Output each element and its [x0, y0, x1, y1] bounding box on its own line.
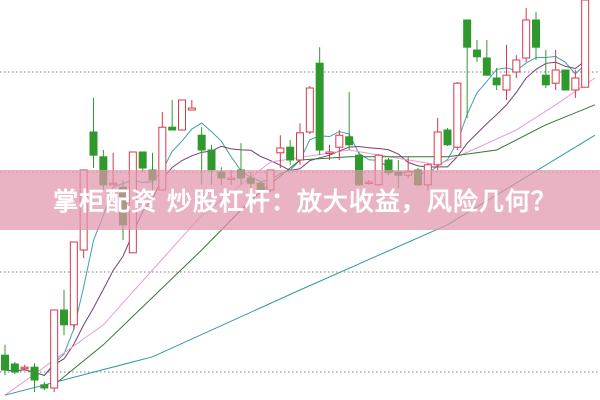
candle-body	[50, 309, 59, 389]
candle-body	[571, 77, 580, 91]
candle-body	[345, 136, 354, 146]
candle-body	[30, 366, 39, 381]
moving-average-line	[4, 60, 586, 377]
moving-average-line	[53, 104, 596, 386]
candle-body	[286, 146, 295, 161]
candle-body	[40, 384, 49, 389]
candle-body	[305, 87, 314, 133]
candle-body	[60, 309, 68, 326]
candle-body	[443, 129, 452, 146]
candle-body	[532, 19, 540, 48]
candle-body	[187, 107, 196, 111]
candle-body	[473, 49, 481, 58]
candle-body	[178, 99, 186, 131]
headline-banner: 掌柜配资 炒股杠杆：放大收益，风险几何？	[0, 170, 600, 230]
candle-body	[276, 147, 285, 154]
candle-body	[541, 74, 550, 86]
candle-body	[551, 69, 560, 84]
moving-average-line	[4, 77, 596, 396]
candle-body	[561, 69, 570, 91]
candle-body	[138, 151, 147, 169]
candle-body	[433, 131, 442, 166]
candle-body	[207, 149, 216, 171]
candle-body	[69, 241, 78, 326]
candle-body	[296, 132, 304, 161]
candle-body	[197, 134, 206, 151]
candle-body	[168, 126, 177, 131]
candle-body	[335, 134, 344, 148]
candle-body	[453, 82, 462, 148]
headline-text: 掌柜配资 炒股杠杆：放大收益，风险几何？	[53, 187, 557, 216]
candle-body	[502, 74, 511, 91]
candle-body	[315, 62, 324, 151]
candle-body	[1, 354, 9, 371]
candle-body	[463, 19, 472, 48]
candle-body	[325, 151, 334, 154]
candle-body	[20, 366, 29, 370]
candle-body	[512, 59, 521, 73]
candle-body	[581, 0, 590, 88]
candle-body	[10, 363, 19, 373]
candle-body	[89, 131, 98, 156]
candle-body	[522, 19, 531, 59]
candle-body	[482, 57, 491, 76]
candle-body	[492, 77, 501, 86]
